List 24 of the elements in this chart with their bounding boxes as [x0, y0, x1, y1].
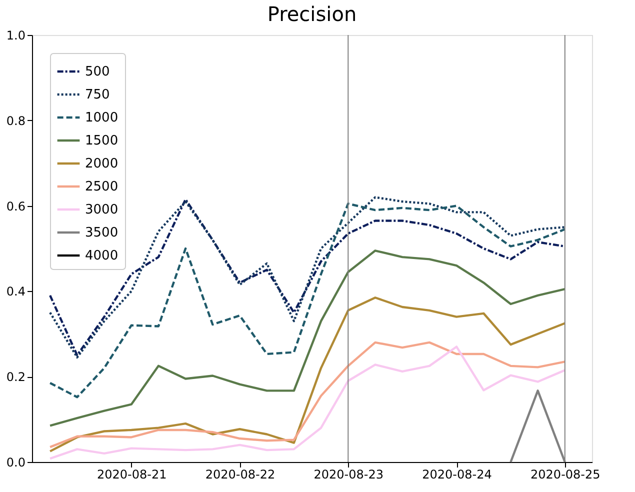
legend-label: 3000 [85, 202, 118, 218]
legend-label: 750 [85, 88, 110, 102]
y-tick-label: 0.2 [6, 370, 26, 384]
y-tick-label: 0.6 [6, 199, 26, 214]
legend-label: 2000 [85, 156, 118, 172]
line-series [48, 202, 566, 398]
legend-label: 1500 [85, 134, 118, 148]
x-tick-label: 2020-08-25 [530, 468, 600, 482]
legend-label: 4000 [85, 248, 118, 264]
y-tick-label: 1.0 [6, 28, 26, 42]
x-tick-label: 2020-08-22 [205, 468, 276, 482]
x-tick-label: 2020-08-23 [314, 468, 384, 482]
legend-label: 500 [85, 64, 110, 80]
legend-label: 3500 [85, 226, 118, 240]
y-tick-label: 0.8 [6, 114, 26, 128]
line-series [48, 296, 566, 452]
legend-label: 2500 [85, 180, 118, 194]
y-tick-label: 0.4 [6, 284, 26, 299]
y-tick-label: 0.0 [6, 456, 26, 470]
line-series [48, 250, 566, 427]
x-tick-label: 2020-08-24 [422, 468, 492, 482]
chart-title: Precision [267, 2, 357, 26]
legend-label: 1000 [85, 110, 118, 126]
x-tick-label: 2020-08-21 [96, 468, 167, 482]
